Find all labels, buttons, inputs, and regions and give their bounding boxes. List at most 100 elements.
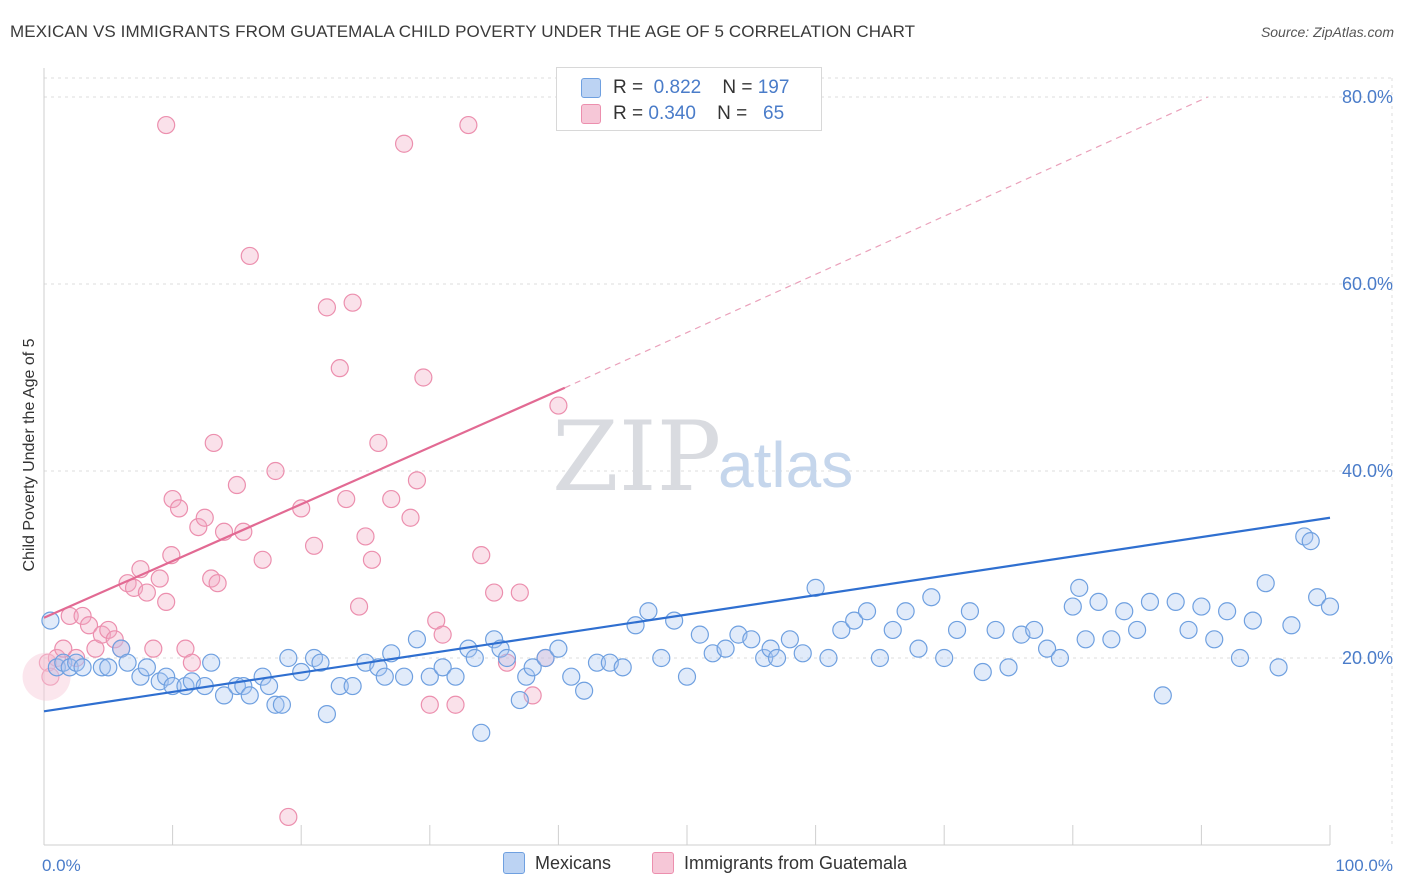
point-mexicans	[343, 676, 362, 696]
point-guatemala	[79, 616, 99, 635]
point-guatemala	[407, 471, 427, 490]
point-mexicans	[317, 704, 337, 724]
point-mexicans	[857, 602, 877, 621]
point-mexicans	[1301, 532, 1320, 551]
point-guatemala	[182, 653, 201, 672]
point-mexicans	[491, 639, 510, 658]
point-guatemala	[73, 606, 92, 626]
trend-lines	[43, 96, 1331, 713]
point-mexicans	[1063, 597, 1082, 616]
point-mexicans	[639, 602, 658, 621]
point-guatemala	[337, 489, 356, 509]
point-guatemala	[189, 517, 208, 537]
point-mexicans	[240, 686, 259, 705]
legend-n-value: 65	[763, 103, 785, 124]
point-guatemala	[369, 433, 388, 453]
point-mexicans	[935, 648, 954, 668]
point-guatemala	[304, 536, 324, 555]
point-mexicans	[819, 648, 838, 668]
point-guatemala	[420, 695, 439, 714]
point-guatemala	[279, 807, 298, 827]
point-mexicans	[279, 648, 298, 668]
point-guatemala	[459, 115, 478, 135]
legend-n-label: N =	[717, 103, 748, 124]
point-mexicans	[330, 676, 349, 696]
series-guatemala-points	[22, 115, 568, 827]
point-mexicans	[202, 653, 221, 672]
point-mexicans	[1282, 616, 1301, 635]
point-guatemala	[169, 499, 189, 518]
point-mexicans	[562, 667, 581, 686]
point-guatemala	[38, 653, 57, 672]
legend-n-value: 197	[757, 77, 790, 98]
point-mexicans	[767, 648, 787, 668]
point-mexicans	[922, 588, 941, 607]
point-mexicans	[1050, 648, 1070, 668]
point-mexicans	[755, 648, 774, 668]
point-mexicans	[259, 676, 279, 696]
point-mexicans	[510, 690, 529, 710]
point-mexicans	[1140, 592, 1160, 612]
point-guatemala	[240, 246, 259, 266]
point-mexicans	[497, 648, 517, 668]
point-guatemala	[485, 583, 504, 602]
point-guatemala	[510, 583, 529, 602]
point-guatemala	[330, 359, 349, 378]
chart-title: MEXICAN VS IMMIGRANTS FROM GUATEMALA CHI…	[10, 22, 916, 41]
point-guatemala	[144, 639, 163, 658]
point-guatemala	[394, 134, 414, 153]
point-mexicans	[1089, 592, 1108, 612]
point-mexicans	[986, 620, 1005, 640]
watermark-atlas: atlas	[718, 429, 853, 501]
trend-line-guatemala	[43, 386, 566, 619]
point-mexicans	[1025, 620, 1044, 640]
point-guatemala	[446, 695, 465, 714]
point-guatemala	[349, 597, 369, 616]
y-tick-label: 20.0%	[1342, 648, 1393, 668]
point-guatemala	[99, 620, 118, 640]
point-guatemala	[195, 508, 214, 527]
point-mexicans	[626, 616, 645, 635]
point-mexicans	[1115, 602, 1134, 621]
point-guatemala	[105, 630, 124, 649]
point-guatemala-cluster	[22, 652, 71, 701]
point-mexicans	[536, 648, 555, 668]
point-mexicans	[999, 658, 1018, 677]
point-mexicans	[549, 639, 568, 658]
y-tick-label: 60.0%	[1342, 274, 1393, 294]
point-mexicans	[1230, 648, 1250, 668]
legend-item-mexicans[interactable]: Mexicans	[503, 852, 611, 874]
legend-swatch-guatemala	[652, 852, 674, 874]
point-mexicans	[272, 695, 292, 714]
point-mexicans	[677, 667, 697, 686]
point-mexicans	[118, 653, 137, 672]
y-tick-label: 80.0%	[1342, 87, 1393, 107]
point-mexicans	[716, 639, 735, 658]
point-mexicans	[369, 658, 388, 677]
x-tick-label: 0.0%	[42, 856, 81, 875]
point-mexicans	[420, 667, 439, 686]
point-guatemala	[54, 639, 73, 658]
legend-item-guatemala[interactable]: Immigrants from Guatemala	[652, 852, 907, 874]
point-mexicans	[1192, 597, 1211, 616]
source-credit: Source: ZipAtlas.com	[1260, 24, 1394, 40]
point-mexicans	[99, 658, 118, 677]
point-mexicans	[575, 681, 594, 700]
legend-label-guatemala: Immigrants from Guatemala	[684, 852, 908, 873]
point-mexicans	[1320, 597, 1340, 616]
x-tick-labels: 0.0% 100.0%	[42, 856, 1393, 875]
y-tick-label: 40.0%	[1342, 461, 1393, 481]
point-mexicans	[1243, 611, 1262, 630]
point-mexicans	[266, 695, 285, 714]
legend-r-value: 0.340	[648, 103, 696, 124]
point-guatemala	[253, 550, 272, 569]
point-mexicans	[1153, 686, 1172, 705]
legend-r-value: 0.822	[653, 77, 702, 98]
point-guatemala	[227, 475, 246, 495]
point-guatemala	[266, 461, 285, 481]
point-mexicans	[1256, 574, 1275, 593]
point-mexicans	[793, 644, 812, 663]
trend-line-guatemala-extension	[564, 96, 1209, 389]
point-mexicans	[947, 620, 967, 640]
